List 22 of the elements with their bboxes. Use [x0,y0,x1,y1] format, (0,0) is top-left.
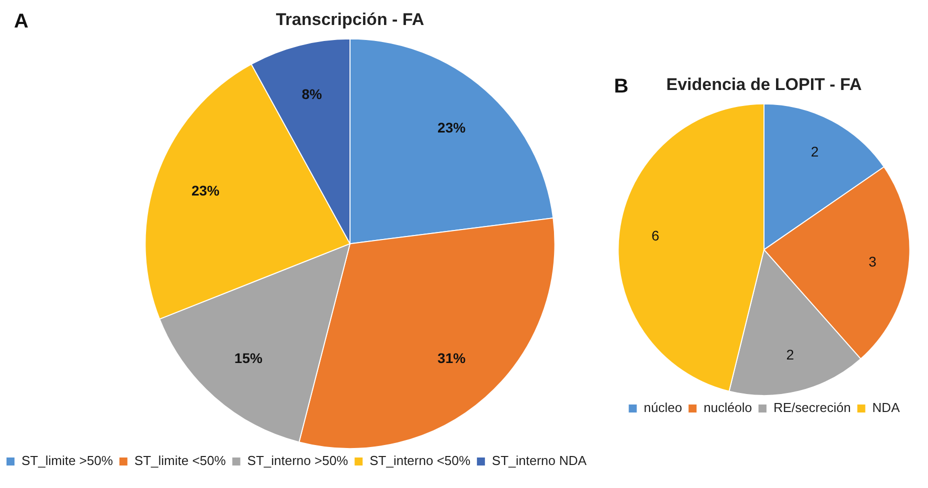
data-label: 23% [191,182,220,199]
legend-label: RE/secreción [773,400,851,416]
legend-label: ST_interno >50% [247,453,349,468]
legend-label: ST_interno NDA [492,453,587,468]
chart-title: Evidencia de LOPIT - FA [666,74,862,94]
legend-label: nucléolo [704,400,752,416]
legend-label: ST_limite <50% [134,453,226,468]
text: B [614,76,628,98]
data-label: 15% [234,350,263,366]
legend-label: núcleo [644,400,682,416]
data-label: 6 [652,227,660,244]
legend-label: ST_limite >50% [22,453,114,468]
data-label: 2 [810,144,819,160]
data-label: 2 [786,346,794,363]
text: A [14,10,28,33]
data-label: 23% [438,119,466,136]
chart-title: Transcripción - FA [276,10,424,29]
data-label: 3 [868,254,877,270]
data-label: 8% [302,86,322,102]
data-label: 31% [438,350,466,366]
legend-label: ST_interno <50% [370,453,471,468]
legend-label: NDA [872,400,900,416]
